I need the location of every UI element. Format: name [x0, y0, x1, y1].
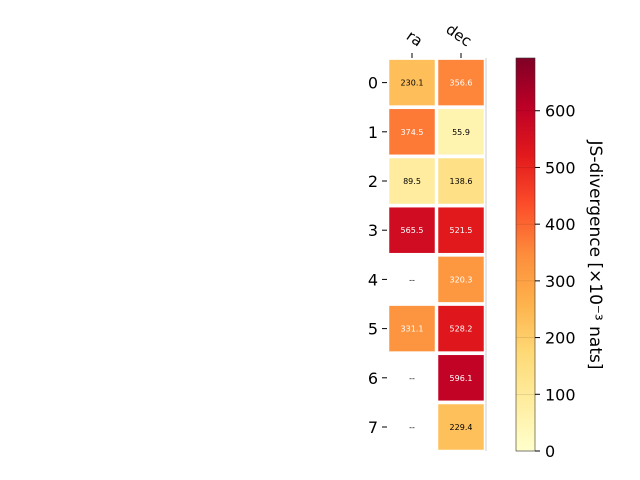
colorbar-tick-label: 600 [545, 102, 576, 121]
cell-value-label: 374.5 [401, 128, 424, 137]
colorbar-label: JS-divergence [×10⁻³ nats] [585, 140, 605, 370]
row-label-4: 4 [368, 270, 378, 289]
heatmap-cell [436, 156, 486, 206]
cell-value-label: 138.6 [450, 177, 473, 186]
cell-value-label: 89.5 [403, 177, 421, 186]
cell-value-label: 55.9 [452, 128, 470, 137]
colorbar-tick-label: 100 [545, 385, 576, 404]
row-label-3: 3 [368, 221, 378, 240]
heatmap-cell [436, 58, 486, 107]
row-label-2: 2 [368, 172, 378, 191]
colorbar-tick-label: 200 [545, 329, 576, 348]
row-label-5: 5 [368, 320, 378, 339]
cell-value-label: 331.1 [401, 325, 424, 334]
heatmap-cell [387, 205, 437, 255]
cell-value-label: 356.6 [450, 79, 473, 88]
colorbar: 0 100 200 300 400 500 600 JS-divergence [×10⁻³… [515, 57, 605, 461]
cell-value-label: 565.5 [401, 226, 424, 235]
cell-value-label: 229.4 [450, 423, 473, 432]
cell-value-label: 528.2 [450, 325, 473, 334]
heatmap-cell [387, 58, 437, 107]
heatmap-cell [436, 304, 486, 353]
heatmap-cell-missing: -- [409, 374, 415, 383]
row-label-7: 7 [368, 418, 378, 437]
colorbar-tick-label: 300 [545, 272, 576, 291]
heatmap-cell [387, 107, 437, 157]
heatmap-cell [436, 353, 486, 403]
row-label-6: 6 [368, 369, 378, 388]
heatmap-cell-missing: -- [409, 275, 415, 284]
cell-value-label: 596.1 [450, 374, 473, 383]
heatmap-cell [436, 107, 486, 157]
heatmap-cell [436, 205, 486, 255]
row-label-1: 1 [368, 123, 378, 142]
heatmap-cell [387, 156, 437, 206]
colorbar-tick-label: 500 [545, 158, 576, 177]
colorbar-tick-label: 400 [545, 215, 576, 234]
row-label-0: 0 [368, 74, 378, 93]
cell-value-label: 320.3 [450, 275, 473, 284]
column-label-dec: dec [443, 20, 475, 50]
heatmap-cell [436, 402, 486, 452]
colorbar-gradient [515, 57, 536, 452]
cell-value-label: 230.1 [401, 79, 424, 88]
colorbar-tick-label: 0 [545, 442, 555, 461]
cell-value-label: 521.5 [450, 226, 473, 235]
heatmap-cell-missing: -- [409, 423, 415, 432]
heatmap-cell [436, 255, 486, 304]
column-label-ra: ra [403, 27, 426, 51]
heatmap-cell [387, 304, 437, 353]
